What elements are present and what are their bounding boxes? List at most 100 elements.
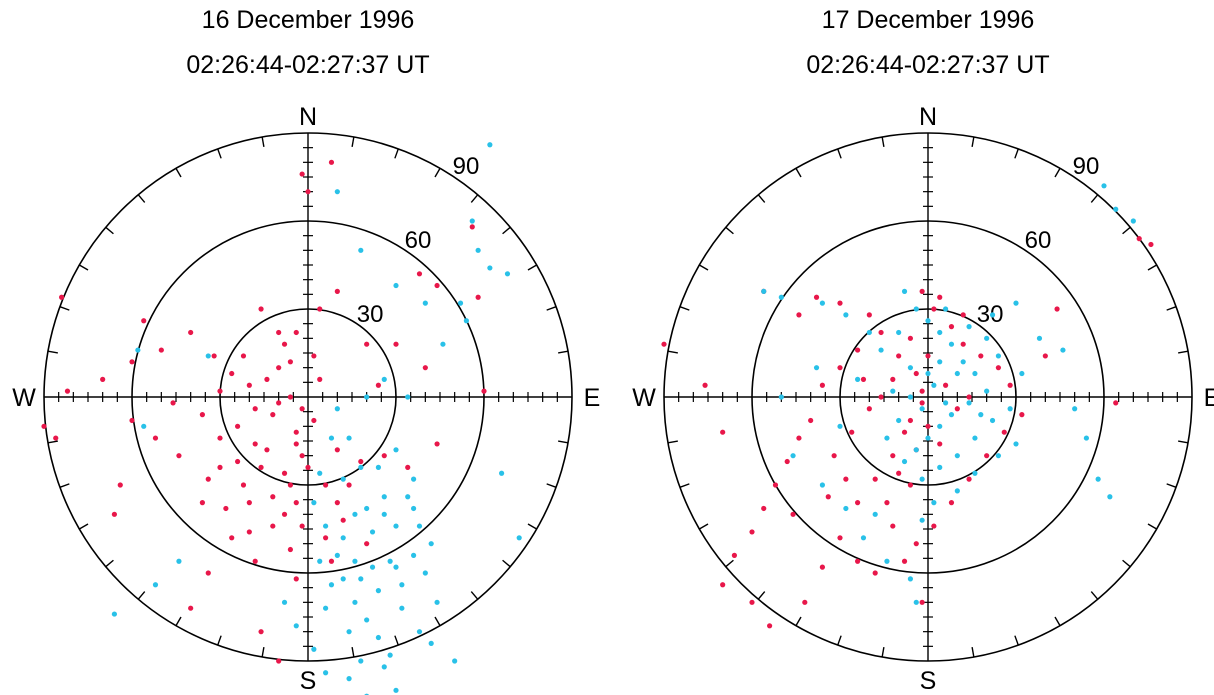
data-point: [890, 388, 896, 394]
azimuth-tick: [502, 226, 511, 235]
data-point: [813, 365, 820, 371]
data-point: [328, 435, 335, 441]
azimuth-tick: [79, 264, 89, 271]
data-point: [1060, 347, 1066, 353]
data-point: [913, 541, 919, 547]
data-point: [346, 482, 352, 488]
data-point: [328, 582, 335, 588]
data-point: [872, 570, 878, 576]
series-0: [661, 236, 1154, 629]
data-point: [901, 558, 908, 564]
azimuth-tick: [1147, 264, 1157, 271]
data-point: [100, 376, 106, 382]
data-point: [487, 142, 493, 148]
data-point: [813, 294, 820, 300]
azimuth-tick: [217, 635, 222, 646]
data-point: [731, 552, 738, 559]
data-point: [311, 353, 317, 359]
data-point: [235, 423, 241, 429]
data-point: [434, 599, 440, 605]
data-point: [416, 629, 423, 635]
cardinal-e: E: [584, 384, 601, 412]
data-point: [866, 329, 872, 336]
data-point: [960, 359, 966, 365]
data-point: [317, 376, 323, 382]
data-point: [948, 341, 955, 347]
cardinal-e: E: [1204, 384, 1214, 412]
panel-16-december: 16 December 1996 02:26:44-02:27:37 UT 30…: [12, 6, 600, 695]
data-point: [369, 564, 376, 570]
azimuth-tick: [1014, 148, 1019, 159]
ring-label: 90: [453, 153, 480, 180]
data-point: [1107, 494, 1113, 500]
data-point: [475, 247, 481, 253]
data-point: [463, 318, 469, 324]
data-point: [661, 341, 667, 347]
data-point: [925, 435, 931, 441]
azimuth-tick: [137, 194, 146, 203]
data-point: [837, 365, 843, 371]
data-point: [989, 312, 996, 318]
data-point: [375, 588, 381, 594]
data-point: [358, 458, 364, 465]
data-point: [422, 300, 428, 306]
data-point: [352, 599, 358, 605]
data-point: [405, 394, 411, 400]
data-point: [784, 458, 790, 465]
data-point: [966, 400, 972, 406]
data-point: [855, 347, 861, 353]
data-point: [428, 541, 434, 547]
data-point: [1113, 400, 1119, 406]
data-point: [504, 271, 511, 277]
data-point: [287, 394, 293, 400]
data-point: [264, 376, 270, 382]
data-point: [948, 324, 955, 330]
data-point: [393, 341, 399, 347]
data-point: [943, 400, 949, 406]
panel-17-december: 17 December 1996 02:26:44-02:27:37 UT 30…: [632, 6, 1214, 695]
data-point: [931, 382, 937, 388]
data-point: [293, 429, 299, 435]
data-point: [866, 406, 872, 412]
data-point: [901, 288, 908, 294]
data-point: [819, 382, 826, 388]
data-point: [1136, 236, 1142, 242]
data-point: [720, 582, 726, 588]
data-point: [217, 388, 223, 394]
data-point: [761, 505, 767, 512]
data-point: [796, 312, 802, 318]
data-point: [819, 482, 826, 488]
data-point: [884, 435, 890, 441]
data-point: [299, 171, 305, 177]
data-point: [364, 541, 370, 547]
data-point: [1007, 406, 1013, 412]
data-point: [299, 453, 305, 459]
azimuth-tick: [699, 523, 709, 530]
data-point: [399, 605, 405, 611]
data-point: [205, 570, 211, 576]
azimuth-tick: [217, 148, 222, 159]
data-point: [252, 406, 258, 412]
data-point: [217, 435, 223, 441]
data-point: [1148, 241, 1154, 248]
data-point: [358, 658, 364, 664]
data-point: [416, 523, 423, 529]
azimuth-tick: [79, 523, 89, 530]
data-point: [855, 376, 861, 382]
data-point: [1054, 306, 1060, 312]
azimuth-tick: [795, 616, 802, 626]
data-point: [323, 535, 329, 541]
data-point: [323, 605, 329, 611]
azimuth-tick: [261, 647, 265, 658]
data-point: [913, 306, 919, 312]
data-point: [252, 441, 258, 447]
data-point: [405, 464, 411, 470]
data-point: [890, 376, 896, 382]
data-point: [369, 529, 376, 535]
azimuth-tick: [1122, 226, 1131, 235]
data-point: [352, 511, 358, 517]
data-point: [772, 482, 779, 488]
data-point: [346, 629, 352, 635]
azimuth-tick: [667, 350, 678, 354]
